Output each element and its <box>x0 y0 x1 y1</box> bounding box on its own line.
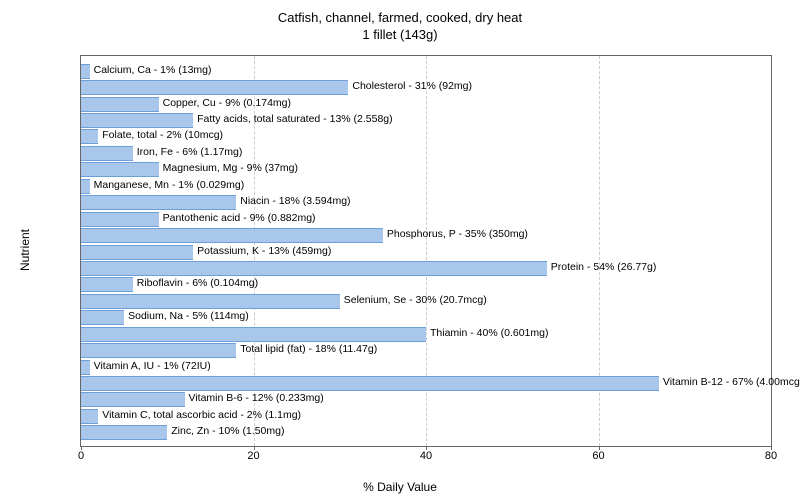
nutrient-bar <box>81 310 124 325</box>
nutrient-bar <box>81 97 159 112</box>
nutrient-bar <box>81 376 659 391</box>
nutrient-bar <box>81 212 159 227</box>
title-line-1: Catfish, channel, farmed, cooked, dry he… <box>0 10 800 27</box>
nutrient-bar-label: Vitamin B-6 - 12% (0.233mg) <box>189 392 324 405</box>
nutrient-bar-label: Vitamin C, total ascorbic acid - 2% (1.1… <box>102 409 301 422</box>
nutrient-bar-label: Phosphorus, P - 35% (350mg) <box>387 228 528 241</box>
nutrient-bar-label: Riboflavin - 6% (0.104mg) <box>137 277 258 290</box>
nutrient-bar-label: Iron, Fe - 6% (1.17mg) <box>137 146 243 159</box>
nutrient-bar-label: Folate, total - 2% (10mcg) <box>102 129 223 142</box>
x-axis-label: % Daily Value <box>363 480 437 494</box>
nutrient-bar-label: Pantothenic acid - 9% (0.882mg) <box>163 212 316 225</box>
nutrient-bar <box>81 64 90 79</box>
nutrient-bar-label: Selenium, Se - 30% (20.7mcg) <box>344 294 487 307</box>
nutrient-bar <box>81 327 426 342</box>
nutrient-bar-label: Thiamin - 40% (0.601mg) <box>430 327 548 340</box>
nutrient-bar <box>81 392 185 407</box>
nutrient-bar <box>81 195 236 210</box>
nutrient-bar-label: Fatty acids, total saturated - 13% (2.55… <box>197 113 393 126</box>
nutrient-bar <box>81 425 167 440</box>
nutrient-chart: Catfish, channel, farmed, cooked, dry he… <box>0 0 800 500</box>
nutrient-bar-label: Protein - 54% (26.77g) <box>551 261 657 274</box>
nutrient-bar <box>81 360 90 375</box>
nutrient-bar-label: Cholesterol - 31% (92mg) <box>352 80 472 93</box>
nutrient-bar <box>81 228 383 243</box>
nutrient-bar-label: Vitamin B-12 - 67% (4.00mcg) <box>663 376 800 389</box>
nutrient-bar <box>81 162 159 177</box>
nutrient-bar <box>81 80 348 95</box>
x-tick-label: 0 <box>78 446 84 462</box>
title-line-2: 1 fillet (143g) <box>0 27 800 44</box>
y-axis-label: Nutrient <box>18 229 32 271</box>
nutrient-bar-label: Vitamin A, IU - 1% (72IU) <box>94 360 211 373</box>
nutrient-bar <box>81 245 193 260</box>
nutrient-bar <box>81 294 340 309</box>
nutrient-bar-label: Calcium, Ca - 1% (13mg) <box>94 64 212 77</box>
x-tick-label: 80 <box>765 446 777 462</box>
nutrient-bar <box>81 409 98 424</box>
nutrient-bar <box>81 179 90 194</box>
nutrient-bar-label: Manganese, Mn - 1% (0.029mg) <box>94 179 245 192</box>
nutrient-bar <box>81 113 193 128</box>
nutrient-bar-label: Copper, Cu - 9% (0.174mg) <box>163 97 291 110</box>
nutrient-bar-label: Zinc, Zn - 10% (1.50mg) <box>171 425 284 438</box>
nutrient-bar <box>81 146 133 161</box>
nutrient-bar-label: Total lipid (fat) - 18% (11.47g) <box>240 343 377 356</box>
nutrient-bar <box>81 129 98 144</box>
x-tick-label: 20 <box>247 446 259 462</box>
nutrient-bar-label: Magnesium, Mg - 9% (37mg) <box>163 162 298 175</box>
x-tick-label: 60 <box>592 446 604 462</box>
nutrient-bar <box>81 343 236 358</box>
chart-title: Catfish, channel, farmed, cooked, dry he… <box>0 0 800 44</box>
nutrient-bar <box>81 261 547 276</box>
x-tick-label: 40 <box>420 446 432 462</box>
nutrient-bar-label: Niacin - 18% (3.594mg) <box>240 195 350 208</box>
nutrient-bar <box>81 277 133 292</box>
plot-area: 020406080Calcium, Ca - 1% (13mg)Choleste… <box>80 55 772 447</box>
nutrient-bar-label: Sodium, Na - 5% (114mg) <box>128 310 249 323</box>
nutrient-bar-label: Potassium, K - 13% (459mg) <box>197 245 331 258</box>
